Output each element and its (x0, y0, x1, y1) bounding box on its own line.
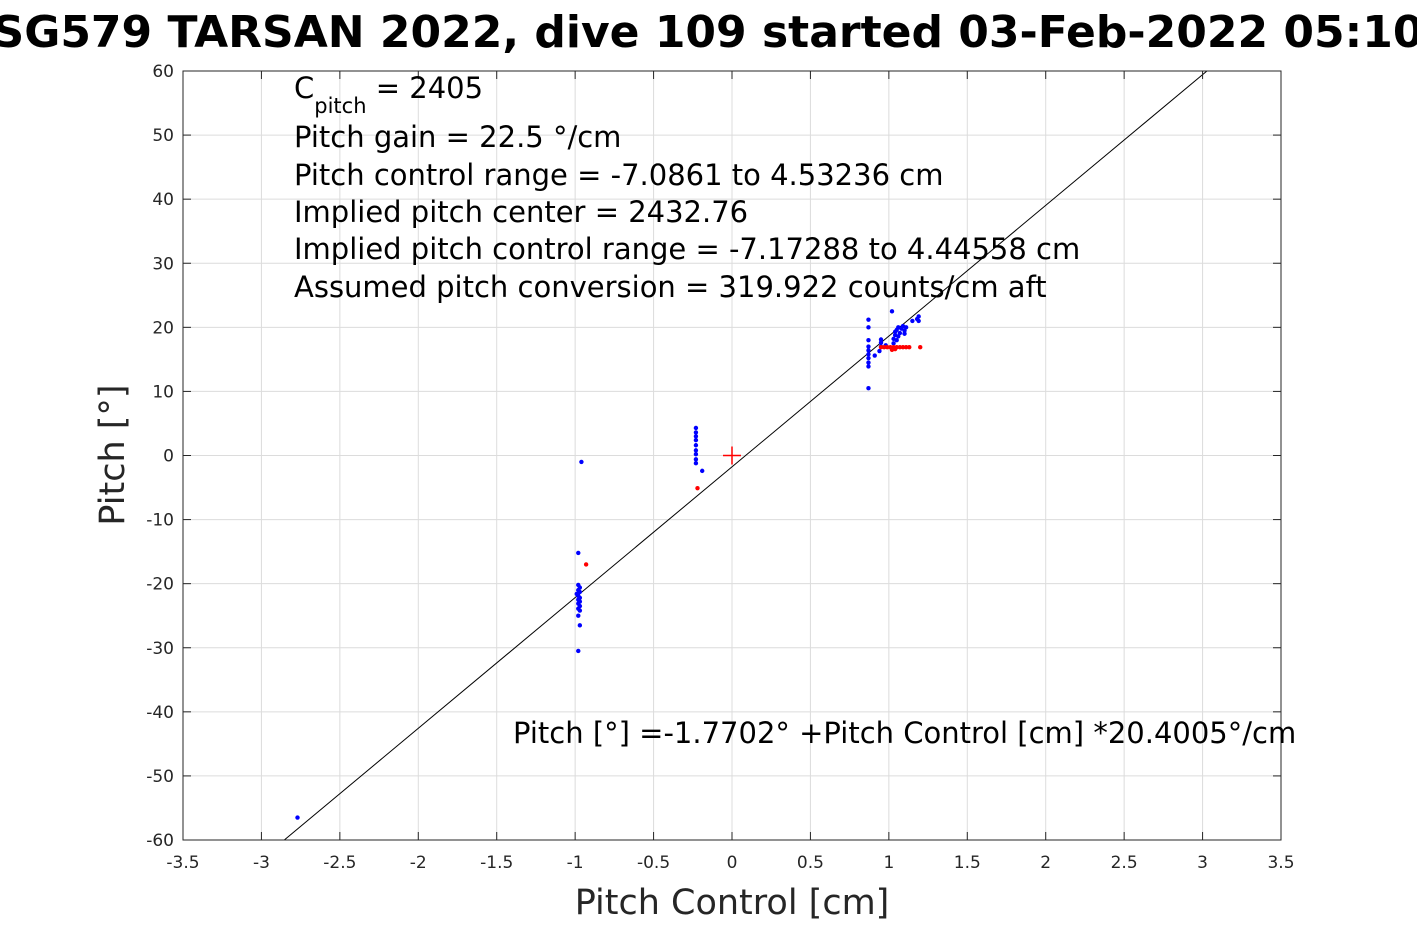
red-data-point (885, 344, 890, 350)
blue-data-point (693, 434, 699, 439)
blue-data-point (693, 460, 699, 466)
x-tick-label: -3.5 (166, 853, 199, 873)
blue-data-point (866, 364, 871, 369)
y-tick-label: -30 (146, 639, 174, 659)
blue-data-point (916, 318, 921, 324)
blue-data-point (902, 331, 907, 336)
blue-data-point (693, 448, 699, 453)
red-data-point (918, 344, 923, 350)
y-tick-label: 10 (152, 382, 174, 402)
y-axis-label: Pitch [°] (93, 384, 133, 525)
pitch-conversion-annotation: Assumed pitch conversion = 319.922 count… (294, 270, 1047, 304)
blue-data-point (693, 457, 699, 462)
blue-data-point (910, 318, 915, 324)
y-axis-ticks: -60 -50 -40 -30 -20 -10 0 10 20 30 40 50 60 (146, 62, 1281, 851)
fit-line (283, 70, 1208, 841)
blue-data-point (866, 352, 871, 357)
blue-data-point (577, 623, 583, 628)
x-tick-label: 1.5 (954, 853, 981, 873)
blue-data-point (579, 459, 584, 465)
y-tick-label: -40 (146, 703, 174, 723)
blue-data-point (693, 425, 699, 431)
x-tick-label: -1.5 (480, 853, 513, 873)
blue-data-point (916, 314, 921, 319)
y-tick-label: 0 (163, 447, 174, 467)
c-pitch-annotation: Cpitch = 2405 (294, 71, 483, 118)
blue-data-point (897, 330, 903, 336)
y-tick-label: 40 (152, 190, 174, 210)
blue-data-point (866, 325, 871, 330)
blue-data-point (577, 608, 583, 613)
x-tick-label: 2.5 (1111, 853, 1138, 873)
c-pitch-subscript: pitch (314, 94, 366, 118)
y-tick-label: 50 (152, 126, 174, 146)
data-points (295, 309, 923, 820)
c-pitch-value: = 2405 (367, 71, 484, 105)
blue-data-point (866, 337, 871, 343)
blue-data-point (576, 613, 581, 618)
blue-data-point (693, 430, 699, 435)
blue-data-point (866, 386, 871, 391)
red-data-point (892, 346, 898, 352)
x-tick-label: 3.5 (1267, 853, 1294, 873)
x-tick-label: -0.5 (637, 853, 670, 873)
blue-data-point (693, 443, 699, 448)
red-data-point (900, 344, 906, 350)
blue-data-point (576, 550, 581, 556)
x-tick-label: 2 (1040, 853, 1051, 873)
x-tick-label: 0 (727, 853, 738, 873)
implied-pitch-range-annotation: Implied pitch control range = -7.17288 t… (294, 232, 1080, 266)
x-tick-label: -2 (410, 853, 427, 873)
x-tick-label: -3 (253, 853, 270, 873)
red-data-point (881, 344, 887, 350)
y-tick-label: 30 (152, 254, 174, 274)
x-axis-ticks: -3.5 -3 -2.5 -2 -1.5 -1 -0.5 0 0.5 1 1.5 2 2.5 3 3.5 (166, 71, 1295, 873)
y-tick-label: 20 (152, 318, 174, 338)
blue-data-point (866, 355, 871, 361)
blue-data-point (866, 360, 871, 365)
y-tick-label: 60 (152, 62, 174, 82)
y-tick-label: -10 (146, 511, 174, 531)
x-tick-label: -1 (567, 853, 584, 873)
blue-data-point (872, 353, 877, 358)
blue-data-point (693, 437, 699, 443)
blue-data-point (295, 815, 300, 820)
center-marker-group (723, 446, 741, 465)
y-tick-label: -50 (146, 767, 174, 787)
blue-data-point (866, 344, 871, 349)
red-data-point (897, 344, 903, 350)
blue-data-point (891, 341, 896, 346)
red-data-point (907, 344, 912, 350)
red-data-point (878, 344, 884, 350)
blue-data-point (693, 452, 699, 457)
blue-data-point (866, 348, 871, 353)
red-data-point (695, 485, 700, 491)
blue-data-point (576, 648, 581, 654)
c-pitch-main: C (294, 71, 314, 105)
pitch-control-range-annotation: Pitch control range = -7.0861 to 4.53236… (294, 158, 943, 192)
blue-data-point (866, 317, 871, 322)
y-tick-label: -60 (146, 831, 174, 851)
x-tick-label: 3 (1197, 853, 1208, 873)
blue-data-point (889, 309, 895, 314)
y-tick-label: -20 (146, 575, 174, 595)
pitch-gain-annotation: Pitch gain = 22.5 °/cm (294, 120, 621, 154)
x-tick-label: 0.5 (797, 853, 824, 873)
blue-data-point (903, 325, 909, 330)
x-tick-label: -2.5 (323, 853, 356, 873)
implied-pitch-center-annotation: Implied pitch center = 2432.76 (294, 195, 748, 229)
fit-equation-annotation: Pitch [°] =-1.7702° +Pitch Control [cm] … (513, 716, 1296, 750)
blue-data-point (878, 337, 884, 342)
x-axis-label: Pitch Control [cm] (575, 883, 890, 923)
x-tick-label: 1 (883, 853, 894, 873)
red-data-point (583, 562, 589, 567)
fit-line-group (283, 70, 1208, 841)
red-data-point (903, 344, 909, 350)
chart-title: SG579 TARSAN 2022, dive 109 started 03-F… (0, 7, 1417, 58)
blue-data-point (699, 468, 705, 474)
blue-data-point (878, 340, 884, 345)
blue-data-point (877, 348, 882, 354)
blue-data-point (894, 337, 899, 343)
